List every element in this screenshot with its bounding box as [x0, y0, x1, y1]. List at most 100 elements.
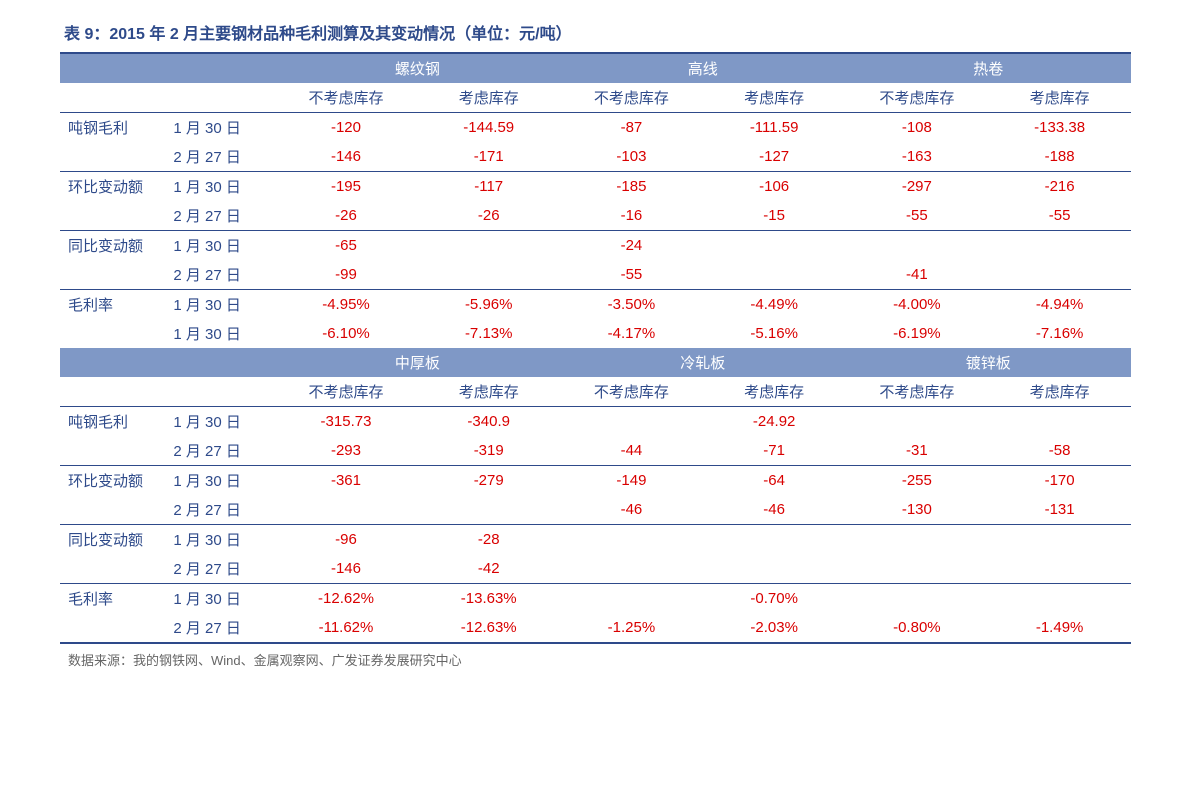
- value-cell: -42: [417, 554, 560, 584]
- value-cell: -6.10%: [275, 319, 418, 348]
- blank-cell: [60, 554, 167, 584]
- value-cell: [988, 231, 1131, 261]
- value-cell: -7.13%: [417, 319, 560, 348]
- data-source: 数据来源：我的钢铁网、Wind、金属观察网、广发证券发展研究中心: [60, 650, 1131, 669]
- product-header: 镀锌板: [846, 348, 1132, 377]
- table-row: 2 月 27 日-46-46-130-131: [60, 495, 1131, 525]
- value-cell: -65: [275, 231, 418, 261]
- value-cell: -3.50%: [560, 290, 703, 320]
- value-cell: -315.73: [275, 407, 418, 437]
- value-cell: -5.16%: [703, 319, 846, 348]
- blank-cell: [167, 83, 274, 113]
- date-label: 1 月 30 日: [167, 466, 274, 496]
- value-cell: [275, 495, 418, 525]
- sub-header: 考虑库存: [417, 377, 560, 407]
- value-cell: -5.96%: [417, 290, 560, 320]
- value-cell: [846, 584, 989, 614]
- value-cell: -111.59: [703, 113, 846, 143]
- value-cell: -340.9: [417, 407, 560, 437]
- value-cell: -103: [560, 142, 703, 172]
- blank-cell: [60, 348, 167, 377]
- value-cell: -130: [846, 495, 989, 525]
- value-cell: -117: [417, 172, 560, 202]
- value-cell: [703, 525, 846, 555]
- blank-cell: [60, 201, 167, 231]
- value-cell: -87: [560, 113, 703, 143]
- value-cell: -96: [275, 525, 418, 555]
- table-row: 2 月 27 日-26-26-16-15-55-55: [60, 201, 1131, 231]
- value-cell: -144.59: [417, 113, 560, 143]
- value-cell: -4.00%: [846, 290, 989, 320]
- sub-header: 考虑库存: [417, 83, 560, 113]
- sub-header: 不考虑库存: [560, 83, 703, 113]
- metric-label: 环比变动额: [60, 172, 167, 202]
- value-cell: [988, 554, 1131, 584]
- value-cell: -4.95%: [275, 290, 418, 320]
- value-cell: -319: [417, 436, 560, 466]
- value-cell: -120: [275, 113, 418, 143]
- table-row: 同比变动额1 月 30 日-65-24: [60, 231, 1131, 261]
- value-cell: [417, 495, 560, 525]
- date-label: 1 月 30 日: [167, 407, 274, 437]
- value-cell: -24: [560, 231, 703, 261]
- value-cell: -0.70%: [703, 584, 846, 614]
- value-cell: -146: [275, 142, 418, 172]
- value-cell: -185: [560, 172, 703, 202]
- value-cell: [703, 260, 846, 290]
- value-cell: [560, 584, 703, 614]
- date-label: 2 月 27 日: [167, 201, 274, 231]
- value-cell: -297: [846, 172, 989, 202]
- blank-cell: [60, 83, 167, 113]
- product-header: 高线: [560, 53, 845, 83]
- table-row: 环比变动额1 月 30 日-195-117-185-106-297-216: [60, 172, 1131, 202]
- table-row: 2 月 27 日-146-171-103-127-163-188: [60, 142, 1131, 172]
- value-cell: -195: [275, 172, 418, 202]
- sub-header: 不考虑库存: [275, 377, 418, 407]
- date-label: 2 月 27 日: [167, 495, 274, 525]
- value-cell: -293: [275, 436, 418, 466]
- table-row: 吨钢毛利1 月 30 日-315.73-340.9-24.92: [60, 407, 1131, 437]
- date-label: 1 月 30 日: [167, 172, 274, 202]
- value-cell: -13.63%: [417, 584, 560, 614]
- blank-cell: [60, 613, 167, 643]
- product-header: 热卷: [846, 53, 1132, 83]
- date-label: 1 月 30 日: [167, 584, 274, 614]
- value-cell: -7.16%: [988, 319, 1131, 348]
- value-cell: -163: [846, 142, 989, 172]
- value-cell: -133.38: [988, 113, 1131, 143]
- value-cell: [846, 525, 989, 555]
- value-cell: -4.49%: [703, 290, 846, 320]
- date-label: 2 月 27 日: [167, 436, 274, 466]
- value-cell: -58: [988, 436, 1131, 466]
- value-cell: -31: [846, 436, 989, 466]
- value-cell: -28: [417, 525, 560, 555]
- blank-cell: [60, 260, 167, 290]
- value-cell: -1.49%: [988, 613, 1131, 643]
- table-row: 毛利率1 月 30 日-4.95%-5.96%-3.50%-4.49%-4.00…: [60, 290, 1131, 320]
- sub-header: 考虑库存: [703, 377, 846, 407]
- table-row: 同比变动额1 月 30 日-96-28: [60, 525, 1131, 555]
- value-cell: -1.25%: [560, 613, 703, 643]
- date-label: 2 月 27 日: [167, 142, 274, 172]
- value-cell: -6.19%: [846, 319, 989, 348]
- value-cell: -11.62%: [275, 613, 418, 643]
- product-header: 冷轧板: [560, 348, 845, 377]
- value-cell: -64: [703, 466, 846, 496]
- table-row: 2 月 27 日-293-319-44-71-31-58: [60, 436, 1131, 466]
- blank-cell: [60, 319, 167, 348]
- value-cell: -149: [560, 466, 703, 496]
- steel-margin-table: 螺纹钢高线热卷不考虑库存考虑库存不考虑库存考虑库存不考虑库存考虑库存吨钢毛利1 …: [60, 52, 1131, 644]
- table-row: 2 月 27 日-146-42: [60, 554, 1131, 584]
- value-cell: [560, 554, 703, 584]
- date-label: 1 月 30 日: [167, 525, 274, 555]
- product-header: 螺纹钢: [275, 53, 560, 83]
- value-cell: -279: [417, 466, 560, 496]
- value-cell: -171: [417, 142, 560, 172]
- sub-header: 考虑库存: [988, 83, 1131, 113]
- metric-label: 吨钢毛利: [60, 407, 167, 437]
- value-cell: -12.63%: [417, 613, 560, 643]
- value-cell: [846, 554, 989, 584]
- sub-header: 不考虑库存: [846, 377, 989, 407]
- blank-cell: [167, 348, 274, 377]
- metric-label: 环比变动额: [60, 466, 167, 496]
